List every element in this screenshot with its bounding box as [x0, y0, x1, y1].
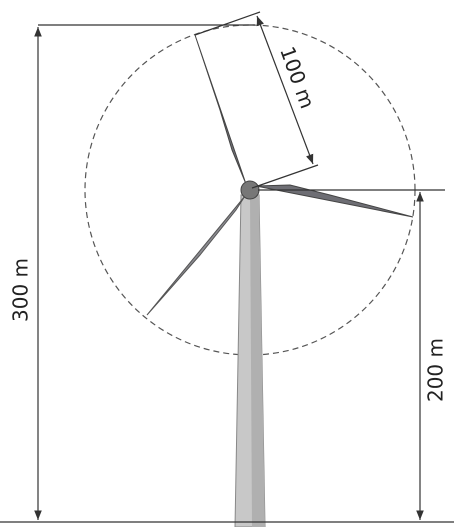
dimension-line: [256, 15, 314, 165]
blade: [255, 184, 414, 218]
hub-height-label: 200 m: [424, 338, 448, 402]
rotor-radius-label: 100 m: [275, 43, 319, 111]
extension-line: [194, 11, 261, 36]
blade: [194, 34, 247, 185]
blade: [146, 195, 246, 316]
extension-line: [251, 164, 319, 189]
hub: [240, 180, 260, 200]
tower-shade: [250, 195, 265, 527]
total-height-label: 300 m: [9, 258, 33, 322]
